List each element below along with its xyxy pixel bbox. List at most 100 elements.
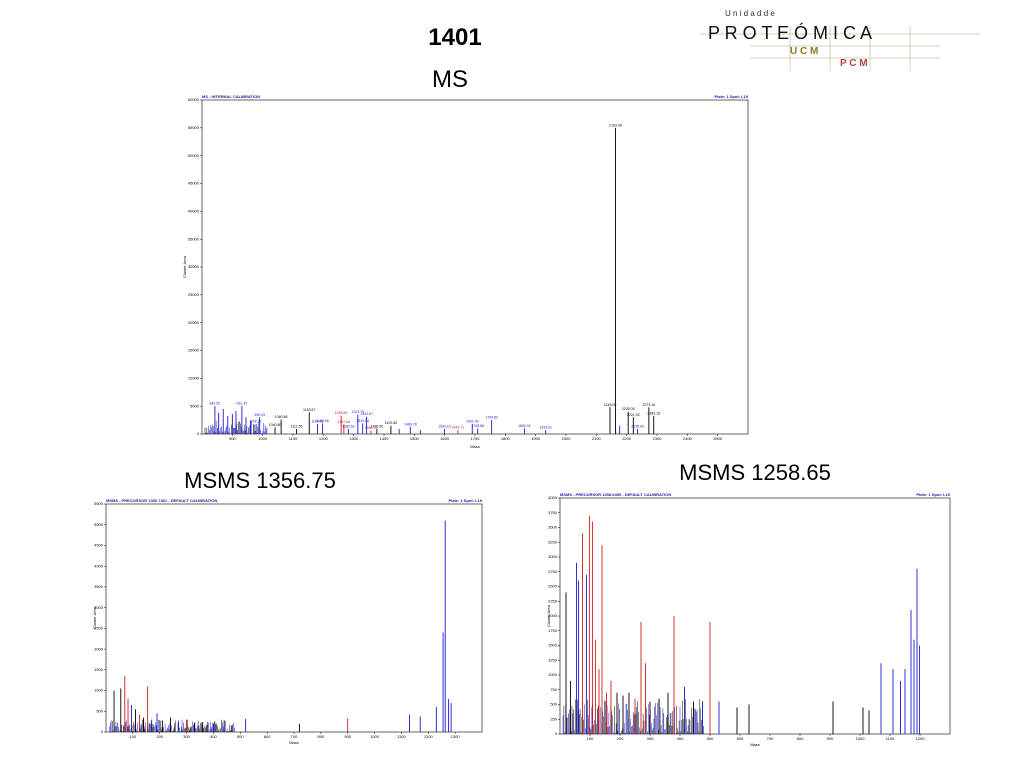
proteomica-logo: U n i d a d d e P R O T E Ó M I C A U C … [690,6,990,76]
x-tick-label: 100 [587,736,594,741]
y-tick-label: 25000 [188,292,200,297]
plot-frame [559,497,951,735]
y-axis-title: Cluster Area [92,606,97,629]
peak-label: 1643.71 [452,426,465,430]
x-tick-label: 1000 [856,736,866,741]
y-tick-label: 4500 [94,543,104,548]
logo-pcm: P C M [840,58,868,69]
y-tick-label: 55000 [188,125,200,130]
x-tick-label: 300 [647,736,654,741]
peak-label: 1060.88 [275,415,288,419]
y-tick-label: 2500 [548,584,558,589]
y-tick-label: 5000 [94,522,104,527]
peak-label: 931.47 [237,402,248,406]
y-tick-label: 0 [555,731,558,736]
x-axis-title: Mass [289,740,299,745]
peak-label: 1282.62 [342,424,355,428]
peak-label: 1599.10 [438,424,451,428]
y-tick-label: 2000 [548,613,558,618]
y-tick-label: 4000 [94,563,104,568]
x-tick-label: 500 [707,736,714,741]
peak-label: 2145.00 [604,403,617,407]
peak-label: 1862.91 [518,424,531,428]
y-tick-label: 0 [197,431,200,436]
logo-graphic: U n i d a d d e P R O T E Ó M I C A U C … [700,9,980,71]
y-tick-label: 45000 [188,181,200,186]
y-tick-label: 3500 [94,584,104,589]
x-tick-label: 1200 [424,734,434,739]
y-tick-label: 15000 [188,348,200,353]
x-tick-label: 2100 [592,436,602,441]
y-tick-label: 35000 [188,236,200,241]
x-tick-label: 500 [237,734,244,739]
y-tick-label: 2500 [94,626,104,631]
peak-label: 1313.76 [352,410,365,414]
peak-label: 842.52 [210,402,221,406]
peak-label: 990.03 [254,413,265,417]
x-tick-label: 900 [827,736,834,741]
x-tick-label: 1200 [319,436,329,441]
peak-label: 2273.16 [643,403,656,407]
x-tick-label: 1700 [471,436,481,441]
x-tick-label: 1100 [397,734,406,739]
y-tick-label: 3250 [548,539,558,544]
x-tick-label: 700 [767,736,774,741]
x-tick-label: 400 [677,736,684,741]
y-tick-label: 3750 [548,510,558,515]
peak-label: 1933.01 [539,426,552,430]
chart-header-right: Plate: 1 Spot: L19 [714,94,748,99]
peak-label: 1197.56 [316,419,328,423]
y-tick-label: 3500 [548,525,558,530]
y-tick-label: 2750 [548,569,558,574]
peak-label: 1040.80 [269,423,282,427]
y-tick-label: 1250 [548,657,558,662]
x-tick-label: 100 [130,734,137,739]
x-tick-label: 1100 [886,736,895,741]
x-tick-label: 2400 [683,436,693,441]
peak-label: 2163.06 [609,123,622,127]
x-tick-label: 200 [617,736,624,741]
chart-header-left: MS - INTERNAL CALIBRATION [202,94,260,99]
x-tick-label: 300 [183,734,190,739]
x-tick-label: 1100 [289,436,298,441]
peak-label: 1422.80 [385,421,398,425]
y-tick-label: 2250 [548,598,558,603]
x-tick-label: 1300 [451,734,461,739]
x-tick-label: 2200 [622,436,632,441]
y-tick-label: 10000 [188,376,200,381]
y-tick-label: 1000 [548,672,558,677]
y-tick-label: 40000 [188,209,200,214]
y-tick-label: 5000 [190,403,200,408]
peak-label: 1153.57 [303,408,315,412]
y-tick-label: 30000 [188,264,200,269]
peak-label: 1258.65 [335,411,348,415]
y-tick-label: 3000 [548,554,558,559]
msms2-panel-label: MSMS 1258.65 [679,460,831,485]
y-tick-label: 20000 [188,320,200,325]
peak-label: 1180.66 [311,419,323,423]
x-tick-label: 1900 [531,436,541,441]
peak-label: 1111.56 [291,424,303,428]
peak-label: 1267.66 [338,420,351,424]
peak-label: 1376.60 [371,424,384,428]
y-tick-label: 1500 [548,643,558,648]
x-tick-label: 800 [797,736,804,741]
x-tick-label: 600 [264,734,271,739]
x-tick-label: 1500 [410,436,420,441]
logo-ucm: U C M [790,46,818,57]
y-tick-label: 1500 [94,667,104,672]
peak-label: 1708.88 [471,424,484,428]
y-tick-label: 50000 [188,153,200,158]
y-tick-label: 1000 [94,688,104,693]
y-tick-label: 750 [550,687,557,692]
x-tick-label: 800 [318,734,325,739]
x-tick-label: 900 [344,734,351,739]
y-tick-label: 60000 [188,97,200,102]
slide-title: 1401 [428,24,482,51]
chart-header-right: Plate: 1 Spot: L19 [448,498,482,503]
peak-label: 2235.90 [631,424,644,428]
peak-label: 1356.75 [365,426,378,430]
logo-main-word: P R O T E Ó M I C A [708,22,872,43]
x-tick-label: 1600 [440,436,450,441]
ms-panel-label: MS [432,66,468,93]
